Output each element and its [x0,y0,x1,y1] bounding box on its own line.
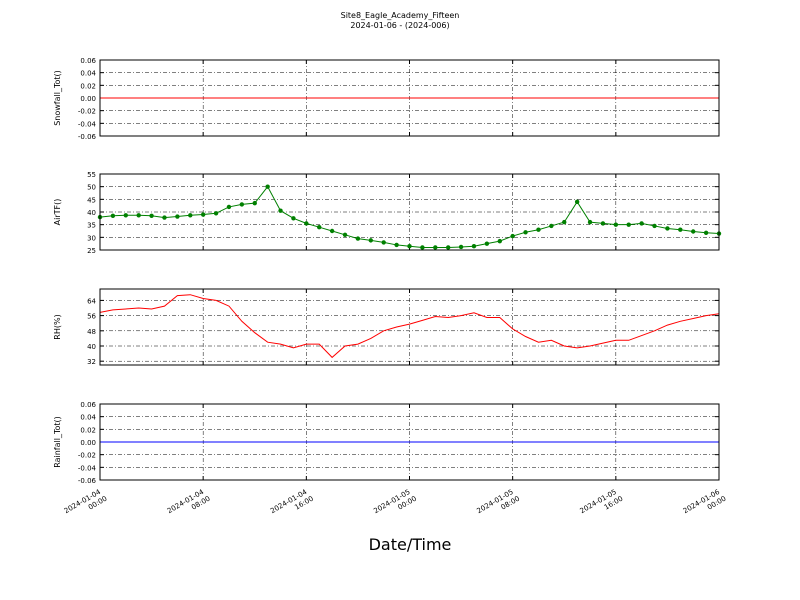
y-tick-label: -0.02 [78,108,96,116]
data-point [175,214,180,219]
y-tick-label: -0.04 [78,464,97,472]
y-tick-label: -0.02 [78,452,96,460]
data-point [123,213,128,218]
x-tick-label: 2024-01-05 08:00 [476,487,522,523]
y-tick-label: 0.02 [80,426,96,434]
data-point [200,212,206,217]
y-tick-label: 48 [87,328,96,336]
title: Site8_Eagle_Academy_Fifteen [341,11,460,20]
y-tick-label: 0.06 [80,57,96,65]
y-tick-label: 25 [87,247,96,255]
plot-frame [99,59,720,137]
y-tick-label: 0.04 [80,70,96,78]
x-tick-label: 2024-01-05 16:00 [579,487,625,523]
y-tick-label: 35 [87,222,96,230]
y-tick-label: 0.04 [80,414,96,422]
data-point [574,199,580,205]
x-tick-label: 2024-01-06 00:00 [682,487,728,523]
y-tick-label: 30 [87,234,96,242]
plot-frame [99,403,720,481]
data-point [317,225,322,230]
x-axis-label: Date/Time [369,535,452,554]
data-point [600,221,606,226]
y-tick-label: 0.00 [80,95,96,103]
plot-frame [99,288,720,366]
data-point [665,226,670,231]
y-axis-label: Rainfall_Tot() [53,416,62,468]
data-point [329,228,335,234]
y-axis-label: RH(%) [53,314,62,339]
data-point [394,242,399,248]
data-point [342,232,348,237]
data-point [613,222,619,227]
data-point [162,215,167,220]
y-axis-label: AirTF() [53,199,62,226]
y-tick-label: 0.02 [80,82,96,90]
data-point [252,200,257,206]
data-point [523,230,528,235]
y-tick-label: 0.06 [80,401,96,409]
data-line [99,294,720,359]
data-point [420,245,425,250]
subtitle: 2024-01-06 - (2024-006) [350,21,449,30]
x-tick-label: 2024-01-04 16:00 [269,487,315,523]
data-point [278,208,283,213]
y-tick-label: -0.06 [78,133,97,141]
data-point [304,221,309,226]
data-point [445,245,451,250]
y-tick-label: 40 [87,209,96,217]
y-tick-label: 50 [87,184,96,192]
x-tick-label: 2024-01-04 00:00 [63,487,109,523]
data-point [136,213,141,218]
data-point [484,241,490,246]
data-point [188,213,193,218]
y-tick-label: 40 [87,343,96,351]
data-point [678,227,683,232]
data-point [239,202,245,207]
data-point [652,223,657,229]
data-point [536,227,541,232]
data-point [549,223,554,229]
data-point [265,184,270,189]
data-point [562,219,567,225]
data-point [149,213,154,218]
data-point [355,236,361,241]
data-point [626,222,631,227]
data-point [407,244,412,249]
data-point [458,244,464,250]
plot-frame [99,173,720,251]
y-tick-label: 0.00 [80,439,96,447]
data-point [510,233,515,239]
data-point [703,230,709,235]
y-tick-label: 64 [87,297,96,305]
data-point [381,240,386,245]
y-tick-label: 55 [87,171,96,179]
y-axis-label: Snowfall_Tot() [53,70,62,126]
x-tick-label: 2024-01-04 08:00 [166,487,212,523]
data-point [291,216,296,221]
y-tick-label: -0.04 [78,120,97,128]
data-point [497,238,502,244]
y-tick-label: 56 [87,313,96,321]
data-point [639,221,644,226]
data-point [433,245,438,250]
data-point [691,229,696,234]
y-tick-label: -0.06 [78,477,97,485]
data-point [471,244,477,249]
x-tick-label: 2024-01-05 00:00 [372,487,418,523]
data-point [226,204,232,210]
data-point [368,238,374,243]
data-point [587,219,593,225]
data-point [110,213,116,218]
y-tick-label: 32 [87,358,96,366]
data-point [213,211,219,216]
y-tick-label: 45 [87,196,96,204]
